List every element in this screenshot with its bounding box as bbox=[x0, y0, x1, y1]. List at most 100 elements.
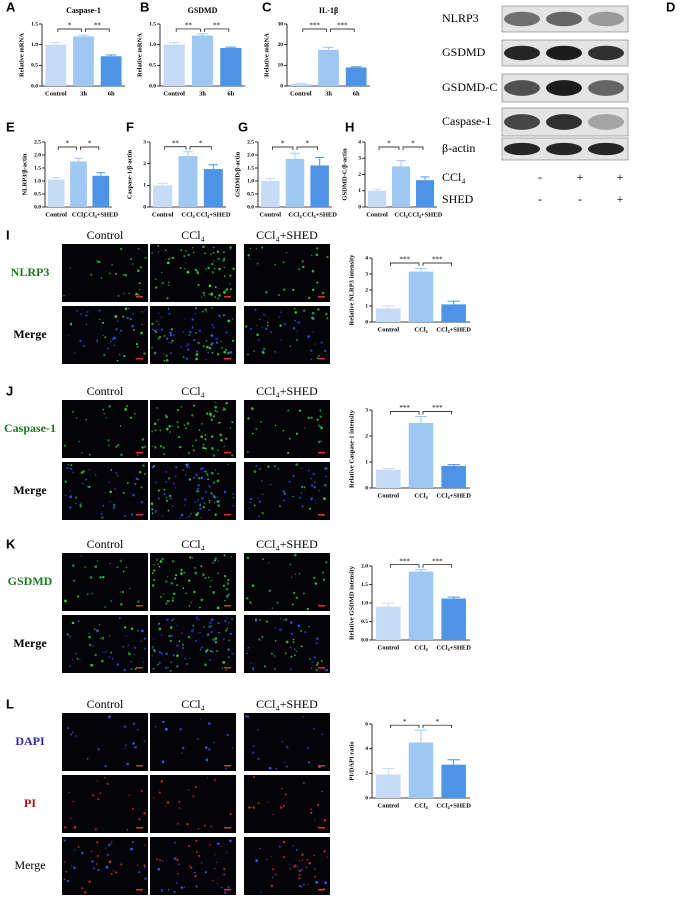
cell-dot bbox=[205, 310, 208, 313]
cell-dot bbox=[93, 628, 96, 631]
cell-dot bbox=[214, 559, 217, 562]
cell-dot bbox=[70, 322, 73, 325]
y-tick-label: 1 bbox=[365, 303, 368, 309]
cell-dot bbox=[137, 294, 140, 296]
y-tick-label: 2.5 bbox=[34, 139, 41, 145]
cell-dot bbox=[73, 866, 76, 870]
cell-dot bbox=[118, 617, 121, 619]
cell-dot bbox=[208, 499, 211, 502]
cell-dot bbox=[80, 502, 83, 504]
cell-dot bbox=[296, 865, 299, 868]
cell-dot bbox=[82, 470, 86, 473]
cell-dot bbox=[152, 667, 155, 670]
cell-dot bbox=[136, 728, 139, 731]
cell-dot bbox=[209, 621, 212, 624]
cell-dot bbox=[197, 476, 201, 480]
cell-dot bbox=[310, 484, 314, 487]
bar bbox=[376, 774, 401, 798]
cell-dot bbox=[231, 318, 234, 320]
cell-dot bbox=[161, 281, 165, 285]
cell-dot bbox=[274, 424, 277, 427]
row-label: Merge bbox=[13, 483, 47, 497]
cell-dot bbox=[225, 767, 227, 770]
cell-dot bbox=[298, 860, 301, 862]
micrograph bbox=[244, 244, 330, 302]
cell-dot bbox=[195, 851, 198, 853]
cell-dot bbox=[157, 419, 159, 421]
cell-dot bbox=[290, 655, 293, 658]
cell-dot bbox=[157, 244, 160, 248]
significance-bracket bbox=[378, 146, 400, 150]
cell-dot bbox=[208, 509, 211, 511]
cell-dot bbox=[223, 291, 226, 294]
row-label: Caspase-1 bbox=[4, 421, 56, 435]
scale-bar bbox=[318, 452, 325, 454]
cell-dot bbox=[80, 555, 83, 557]
cell-dot bbox=[151, 430, 154, 433]
cell-dot bbox=[170, 634, 173, 638]
cell-dot bbox=[184, 474, 187, 476]
x-tick-label: Control bbox=[290, 90, 312, 97]
blot-band bbox=[546, 80, 582, 96]
cell-dot bbox=[112, 506, 116, 509]
cell-dot bbox=[220, 439, 223, 442]
cell-dot bbox=[203, 252, 206, 255]
cell-dot bbox=[226, 852, 228, 854]
cell-dot bbox=[258, 318, 261, 321]
significance-label: * bbox=[436, 718, 440, 726]
cell-dot bbox=[261, 349, 265, 353]
significance-label: *** bbox=[337, 22, 348, 30]
cell-dot bbox=[280, 806, 283, 809]
cell-dot bbox=[290, 668, 292, 671]
cell-dot bbox=[200, 476, 204, 480]
cell-dot bbox=[302, 883, 305, 886]
cell-dot bbox=[189, 512, 192, 515]
cell-dot bbox=[305, 866, 308, 869]
cell-dot bbox=[143, 637, 146, 640]
cell-dot bbox=[183, 255, 186, 258]
cell-dot bbox=[298, 409, 302, 412]
cell-dot bbox=[192, 445, 194, 447]
cell-dot bbox=[257, 802, 260, 805]
cell-dot bbox=[183, 424, 186, 426]
cell-dot bbox=[139, 471, 142, 474]
cell-dot bbox=[294, 648, 296, 651]
column-header: CCl₄ bbox=[181, 697, 205, 711]
significance-label: *** bbox=[432, 256, 443, 264]
cell-dot bbox=[199, 649, 202, 651]
cell-dot bbox=[252, 751, 255, 754]
y-tick-label: 10 bbox=[278, 63, 284, 69]
cell-dot bbox=[72, 411, 74, 413]
cell-dot bbox=[308, 625, 310, 628]
cell-dot bbox=[157, 489, 160, 492]
cell-dot bbox=[208, 625, 211, 629]
cell-dot bbox=[252, 806, 256, 809]
cell-dot bbox=[204, 663, 207, 667]
bar bbox=[220, 47, 242, 86]
cell-dot bbox=[153, 578, 156, 581]
cell-dot bbox=[88, 485, 91, 488]
cell-dot bbox=[252, 744, 255, 748]
panel-label: A bbox=[6, 0, 16, 14]
cell-dot bbox=[223, 350, 227, 354]
cell-dot bbox=[154, 329, 156, 332]
scale-bar bbox=[318, 827, 325, 829]
cell-dot bbox=[165, 471, 168, 473]
cell-dot bbox=[326, 669, 329, 672]
cell-dot bbox=[108, 716, 111, 719]
cell-dot bbox=[214, 401, 217, 404]
cell-dot bbox=[213, 501, 216, 504]
cell-dot bbox=[110, 651, 113, 654]
cell-dot bbox=[140, 331, 143, 335]
cell-dot bbox=[70, 467, 73, 470]
cell-dot bbox=[68, 791, 71, 794]
cell-dot bbox=[176, 408, 180, 412]
cell-dot bbox=[318, 489, 321, 492]
cell-dot bbox=[183, 886, 186, 888]
y-axis-label: Relative mRNA bbox=[136, 33, 143, 77]
x-tick-label: Control bbox=[163, 90, 185, 97]
cell-dot bbox=[212, 481, 216, 484]
cell-dot bbox=[318, 355, 320, 357]
cell-dot bbox=[94, 653, 97, 657]
cell-dot bbox=[151, 346, 153, 349]
